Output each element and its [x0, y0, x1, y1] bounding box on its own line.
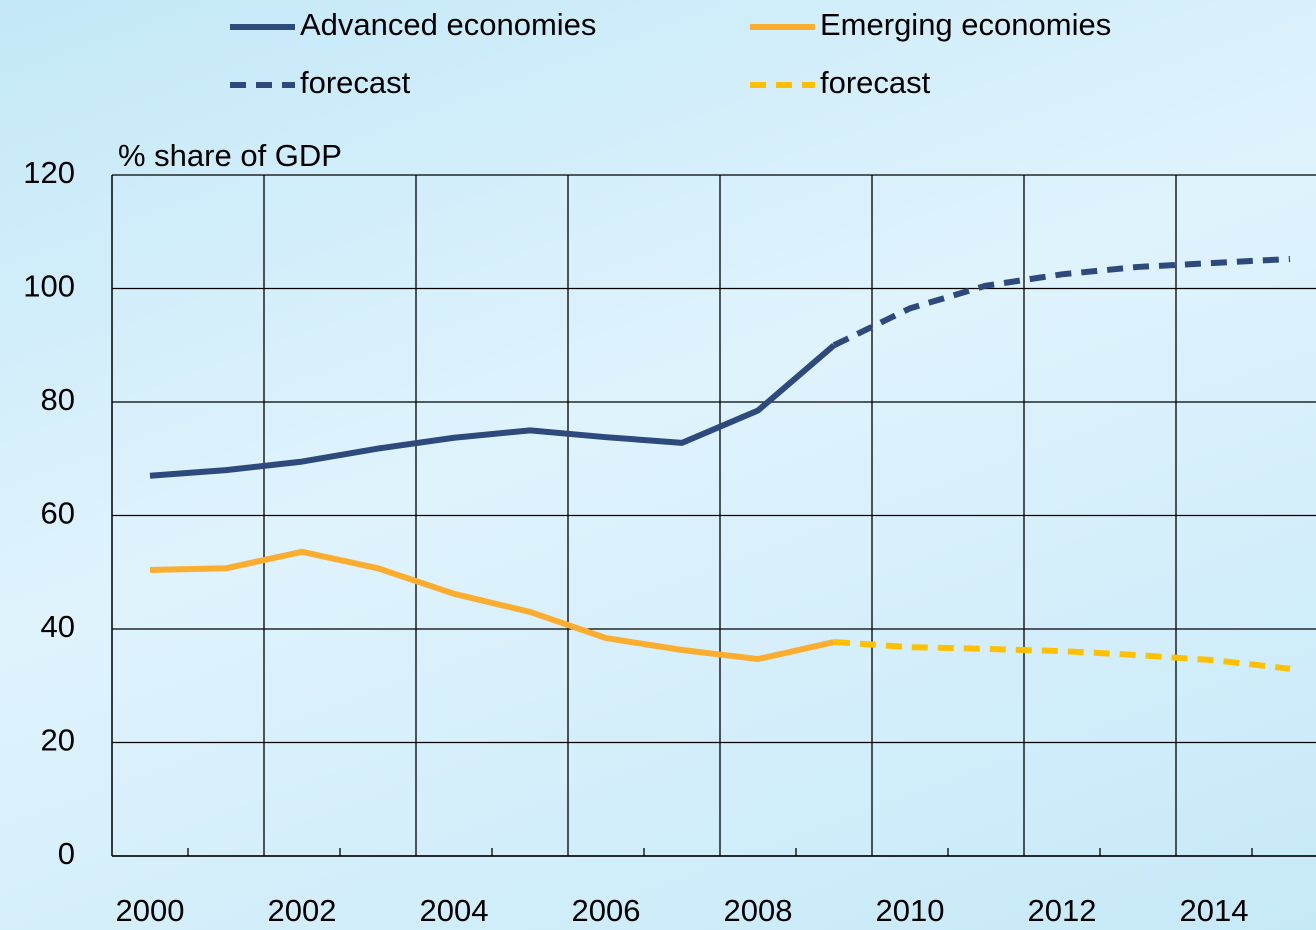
- legend-label: forecast: [820, 65, 931, 100]
- y-tick-label: 0: [58, 836, 75, 871]
- y-tick-label: 120: [23, 155, 75, 190]
- y-tick-label: 80: [41, 382, 75, 417]
- series-line: [150, 552, 834, 659]
- y-tick-label: 20: [41, 723, 75, 758]
- x-tick-label: 2004: [420, 893, 489, 928]
- legend-label: forecast: [300, 65, 411, 100]
- x-tick-label: 2002: [268, 893, 337, 928]
- x-tick-label: 2014: [1180, 893, 1249, 928]
- series-line: [834, 642, 1290, 669]
- y-tick-label: 60: [41, 496, 75, 531]
- x-tick-label: 2006: [572, 893, 641, 928]
- y-tick-label: 40: [41, 609, 75, 644]
- chart: % share of GDP 0 20 40 60 80 100 120 2000 2002 20…: [0, 0, 1316, 930]
- x-tick-label: 2000: [116, 893, 185, 928]
- y-axis-label: % share of GDP: [118, 138, 342, 173]
- series-line: [150, 345, 834, 476]
- y-tick-label: 100: [23, 269, 75, 304]
- legend-label: Emerging economies: [820, 7, 1111, 42]
- x-tick-label: 2012: [1028, 893, 1097, 928]
- x-tick-label: 2008: [724, 893, 793, 928]
- x-tick-label: 2010: [876, 893, 945, 928]
- series-line: [834, 259, 1290, 345]
- legend-label: Advanced economies: [300, 7, 596, 42]
